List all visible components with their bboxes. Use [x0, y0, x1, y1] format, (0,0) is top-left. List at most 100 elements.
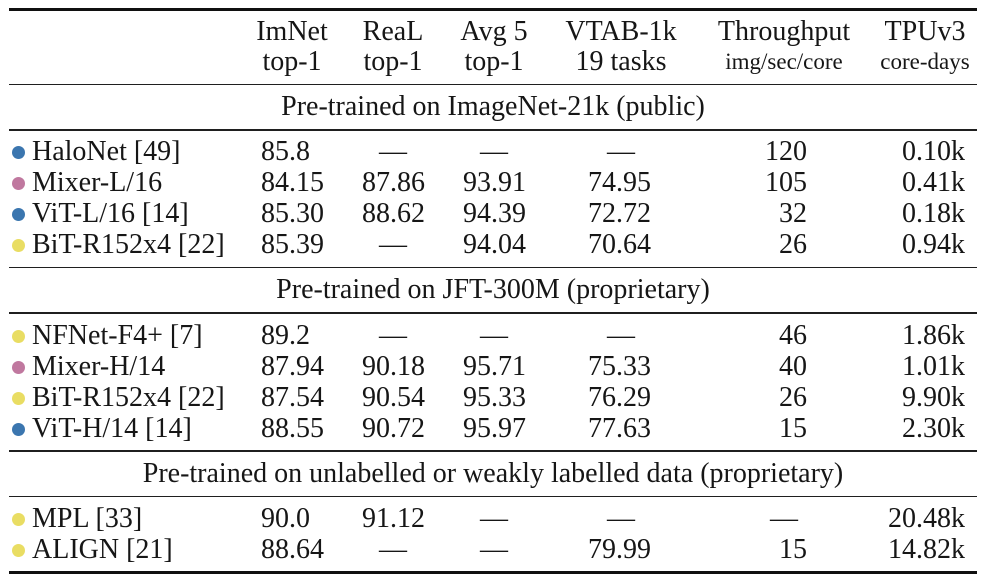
value-thr: 32 [779, 198, 807, 230]
value-imnet: 89.2 [261, 319, 310, 351]
missing-value-dash: — [379, 533, 407, 565]
value-vtab: 70.64 [588, 229, 651, 261]
value-tpu: 0.41k [902, 167, 965, 199]
cell-imnet: 88.64 [239, 534, 345, 566]
value-thr: 26 [779, 229, 807, 261]
model-name: Mixer-H/14 [32, 350, 166, 382]
value-real: 87.86 [362, 167, 425, 199]
section-title: Pre-trained on ImageNet-21k (public) [281, 91, 705, 123]
model-name: Mixer-L/16 [32, 167, 163, 199]
cell-tpu: 1.86k [873, 320, 977, 352]
model-label-cell: Mixer-H/14 [9, 351, 239, 383]
column-header-bottom-thr: img/sec/core [725, 48, 843, 74]
cell-tpu: 20.48k [873, 503, 977, 535]
value-thr: 105 [765, 167, 807, 199]
model-label-cell: ViT-H/14 [14] [9, 413, 239, 445]
cell-real: 90.72 [345, 413, 441, 445]
cell-vtab: 72.72 [547, 198, 695, 230]
model-label-cell: ViT-L/16 [14] [9, 198, 239, 230]
section-rule [9, 450, 977, 452]
model-color-dot-icon [12, 391, 25, 405]
section-rows: HaloNet [49] 85.8 — — — 120 0.10k Mixer-L/16 84.… [9, 131, 977, 267]
column-header-imnet: ImNet top-1 [239, 15, 345, 77]
column-header-avg5: Avg 5 top-1 [441, 16, 547, 77]
cell-vtab: 77.63 [547, 413, 695, 445]
model-column-header [9, 17, 239, 77]
section-rows: NFNet-F4+ [7] 89.2 — — — 46 1.86k Mixer-H/14 87.… [9, 314, 977, 450]
value-thr: 46 [779, 319, 807, 351]
model-color-dot-icon [12, 208, 25, 222]
table-row: Mixer-H/14 87.94 90.18 95.71 75.33 40 1.01k [9, 351, 977, 382]
value-avg5: 94.39 [463, 198, 526, 230]
value-real: 91.12 [362, 502, 425, 534]
value-tpu: 9.90k [902, 381, 965, 413]
value-imnet: 85.8 [261, 136, 310, 168]
results-table: ImNet top-1 ReaL top-1 Avg 5 top-1 VTAB-1k 19 t… [9, 8, 977, 574]
column-header-top-imnet: ImNet [256, 15, 328, 47]
cell-imnet: 90.0 [239, 503, 345, 535]
bottom-rule [9, 571, 977, 574]
value-vtab: 76.29 [588, 381, 651, 413]
cell-imnet: 89.2 [239, 320, 345, 352]
cell-tpu: 0.18k [873, 198, 977, 230]
cell-tpu: 0.10k [873, 136, 977, 168]
cell-avg5: — [441, 136, 547, 168]
model-color-dot-icon [12, 543, 25, 557]
value-thr: 15 [779, 412, 807, 444]
cell-avg5: 95.97 [441, 413, 547, 445]
cell-thr: 26 [695, 382, 873, 414]
value-real: 90.72 [362, 412, 425, 444]
cell-thr: 26 [695, 229, 873, 261]
section-title: Pre-trained on unlabelled or weakly labe… [142, 457, 844, 489]
cell-tpu: 0.94k [873, 229, 977, 261]
value-imnet: 88.64 [261, 533, 324, 565]
model-color-dot-icon [12, 177, 25, 191]
value-imnet: 88.55 [261, 412, 324, 444]
value-imnet: 85.39 [261, 229, 324, 261]
value-tpu: 2.30k [902, 412, 965, 444]
value-imnet: 85.30 [261, 198, 324, 230]
cell-avg5: 94.39 [441, 198, 547, 230]
value-avg5: 95.71 [463, 350, 526, 382]
cell-avg5: — [441, 534, 547, 566]
missing-value-dash: — [480, 136, 508, 168]
cell-thr: 40 [695, 351, 873, 383]
cell-vtab: 70.64 [547, 229, 695, 261]
column-header-vtab: VTAB-1k 19 tasks [547, 16, 695, 77]
value-tpu: 14.82k [888, 533, 965, 565]
value-tpu: 0.94k [902, 229, 965, 261]
value-thr: 120 [765, 136, 807, 168]
cell-vtab: — [547, 320, 695, 352]
table-row: ViT-H/14 [14] 88.55 90.72 95.97 77.63 15 2.30k [9, 413, 977, 444]
cell-imnet: 87.54 [239, 382, 345, 414]
cell-vtab: 76.29 [547, 382, 695, 414]
column-header-top-tpu: TPUv3 [884, 15, 966, 47]
model-name: HaloNet [49] [32, 136, 181, 168]
table-row: BiT-R152x4 [22] 85.39 — 94.04 70.64 26 0.94k [9, 229, 977, 261]
section-rule [9, 266, 977, 269]
value-vtab: 79.99 [588, 533, 651, 565]
value-avg5: 95.97 [463, 412, 526, 444]
model-label-cell: Mixer-L/16 [9, 167, 239, 199]
cell-thr: 46 [695, 320, 873, 352]
cell-imnet: 84.15 [239, 167, 345, 199]
value-imnet: 84.15 [261, 167, 324, 199]
value-tpu: 0.18k [902, 198, 965, 230]
cell-imnet: 87.94 [239, 351, 345, 383]
header-rule [9, 83, 977, 86]
table-row: BiT-R152x4 [22] 87.54 90.54 95.33 76.29 26 9.9… [9, 382, 977, 413]
value-thr: 40 [779, 350, 807, 382]
cell-vtab: 74.95 [547, 167, 695, 199]
cell-real: — [345, 534, 441, 566]
table-row: ALIGN [21] 88.64 — — 79.99 15 14.82k [9, 534, 977, 565]
table-row: Mixer-L/16 84.15 87.86 93.91 74.95 105 0.41k [9, 167, 977, 199]
table-row: ViT-L/16 [14] 85.30 88.62 94.39 72.72 32 0.18k [9, 198, 977, 230]
column-header-top-thr: Throughput [717, 15, 851, 47]
value-imnet: 87.54 [261, 381, 324, 413]
column-header-top-real: ReaL [362, 15, 424, 47]
cell-vtab: 75.33 [547, 351, 695, 383]
column-header-bottom-imnet: top-1 [262, 45, 322, 77]
cell-real: 90.54 [345, 382, 441, 414]
cell-real: 88.62 [345, 198, 441, 230]
cell-real: — [345, 136, 441, 168]
